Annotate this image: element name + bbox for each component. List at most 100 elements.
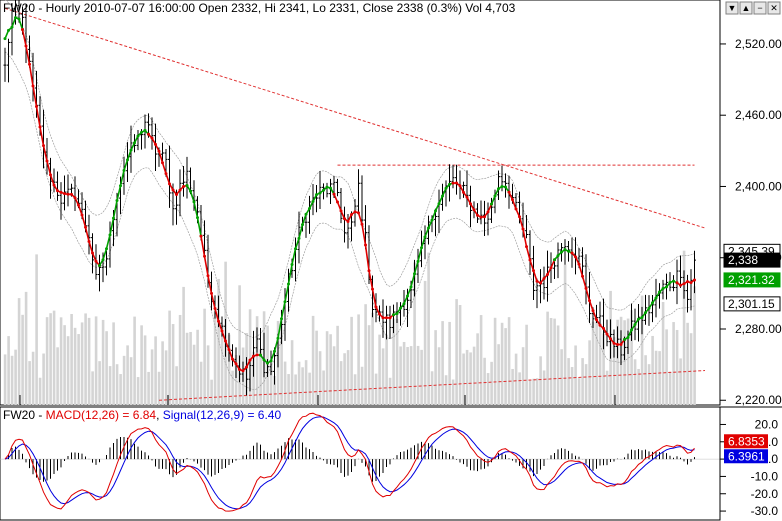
close-button[interactable]: ✕ bbox=[767, 1, 781, 15]
volume-bar bbox=[623, 320, 626, 405]
volume-bar bbox=[476, 333, 479, 405]
volume-bar bbox=[217, 278, 220, 405]
price-bar bbox=[56, 171, 59, 201]
trend-dot bbox=[77, 203, 80, 207]
volume-bar bbox=[581, 358, 584, 405]
up-arrow-button[interactable]: ▲ bbox=[739, 1, 753, 15]
volume-bar bbox=[10, 355, 14, 405]
trend-dot bbox=[518, 215, 521, 219]
volume-bar bbox=[556, 325, 560, 405]
trend-dot bbox=[364, 243, 367, 247]
trend-dot bbox=[654, 296, 658, 300]
volume-bar bbox=[199, 361, 203, 405]
volume-bar bbox=[371, 312, 374, 405]
volume-bar bbox=[178, 314, 182, 405]
trend-dot bbox=[483, 215, 486, 219]
volume-bar bbox=[563, 264, 567, 405]
badge-black bbox=[723, 252, 781, 268]
trend-dot bbox=[10, 25, 14, 29]
trend-segment-green bbox=[259, 186, 335, 365]
price-bar bbox=[7, 38, 10, 83]
volume-bar bbox=[350, 316, 353, 405]
trend-dot bbox=[178, 188, 182, 192]
trend-dot bbox=[686, 280, 689, 284]
trend-dot bbox=[378, 312, 381, 316]
upper-descending-trendline bbox=[4, 7, 706, 229]
volume-bar bbox=[133, 316, 136, 405]
trend-dot bbox=[21, 28, 24, 32]
macd-y-tick-label: -20.0 bbox=[751, 487, 779, 501]
trend-dot bbox=[451, 181, 455, 185]
trend-dot bbox=[189, 189, 192, 193]
volume-bar bbox=[423, 280, 427, 405]
trend-dot bbox=[129, 148, 133, 152]
price-bar bbox=[203, 220, 206, 258]
price-bar bbox=[619, 330, 623, 366]
trend-dot bbox=[325, 185, 329, 189]
button-frame bbox=[753, 1, 767, 15]
y-tick-label: 2,280.00 bbox=[735, 322, 782, 336]
trend-dot bbox=[465, 195, 469, 199]
trend-dot bbox=[472, 208, 476, 212]
trend-dot bbox=[311, 199, 315, 203]
minimize-button[interactable]: − bbox=[753, 1, 767, 15]
volume-bar bbox=[164, 350, 168, 405]
trend-dot bbox=[602, 326, 605, 330]
trend-dot bbox=[409, 285, 413, 289]
price-bar bbox=[3, 47, 7, 82]
volume-bar bbox=[322, 370, 325, 405]
volume-bar bbox=[612, 337, 616, 405]
volume-bar bbox=[668, 371, 672, 405]
trend-dot bbox=[353, 210, 357, 214]
trend-dot bbox=[318, 191, 322, 195]
volume-bar bbox=[399, 346, 402, 405]
volume-bar bbox=[280, 319, 283, 405]
price-bar bbox=[255, 327, 259, 353]
window-controls: ▼ ▲ − ✕ bbox=[725, 1, 781, 15]
trend-dot bbox=[528, 258, 532, 262]
trend-dot bbox=[525, 245, 528, 249]
price-bar bbox=[248, 359, 252, 392]
trendlines bbox=[4, 7, 706, 401]
volume-bar bbox=[21, 314, 24, 405]
macd-badge bbox=[724, 449, 768, 464]
trend-dot bbox=[31, 84, 35, 88]
volume-bar bbox=[546, 311, 549, 405]
volume-bar bbox=[493, 317, 497, 405]
trend-dot bbox=[45, 159, 49, 163]
trend-dot bbox=[612, 341, 616, 345]
price-bar bbox=[546, 250, 549, 302]
price-bar bbox=[535, 278, 539, 309]
price-bar bbox=[563, 239, 567, 265]
volume-bar bbox=[346, 350, 350, 405]
down-arrow-button[interactable]: ▼ bbox=[725, 1, 739, 15]
trend-dot bbox=[556, 254, 560, 258]
volume-bar bbox=[234, 355, 238, 405]
volume-bar bbox=[140, 325, 143, 405]
trend-dot bbox=[476, 213, 479, 217]
trend-dot bbox=[308, 206, 311, 210]
trend-dot bbox=[231, 357, 234, 361]
trend-dot bbox=[490, 202, 493, 206]
price-bar bbox=[252, 330, 255, 377]
volume-bar bbox=[605, 370, 609, 405]
trend-dot bbox=[3, 37, 7, 41]
volume-bar bbox=[602, 333, 605, 405]
badge-label: 2,338 bbox=[728, 253, 758, 267]
volume-bar bbox=[35, 254, 38, 405]
volume-bar bbox=[483, 357, 486, 405]
volume-bar bbox=[91, 371, 94, 405]
price-bar bbox=[598, 301, 602, 325]
price-bar bbox=[479, 200, 483, 225]
trend-dot bbox=[112, 216, 115, 220]
volume-bar bbox=[416, 345, 420, 405]
volume-bar bbox=[297, 361, 301, 405]
volume-bar bbox=[150, 349, 154, 405]
price-bar bbox=[679, 255, 682, 288]
badge-outline bbox=[723, 296, 781, 312]
volume-bar bbox=[52, 310, 56, 405]
trend-dot bbox=[259, 353, 262, 357]
trend-dot bbox=[101, 258, 105, 262]
price-bar bbox=[150, 117, 154, 150]
trend-dot bbox=[80, 213, 84, 217]
